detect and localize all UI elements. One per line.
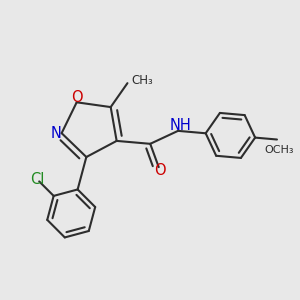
Text: NH: NH [169,118,191,133]
Text: CH₃: CH₃ [132,74,154,87]
Text: O: O [71,90,82,105]
Text: N: N [51,126,62,141]
Text: O: O [154,163,165,178]
Text: Cl: Cl [31,172,45,188]
Text: OCH₃: OCH₃ [265,145,294,155]
